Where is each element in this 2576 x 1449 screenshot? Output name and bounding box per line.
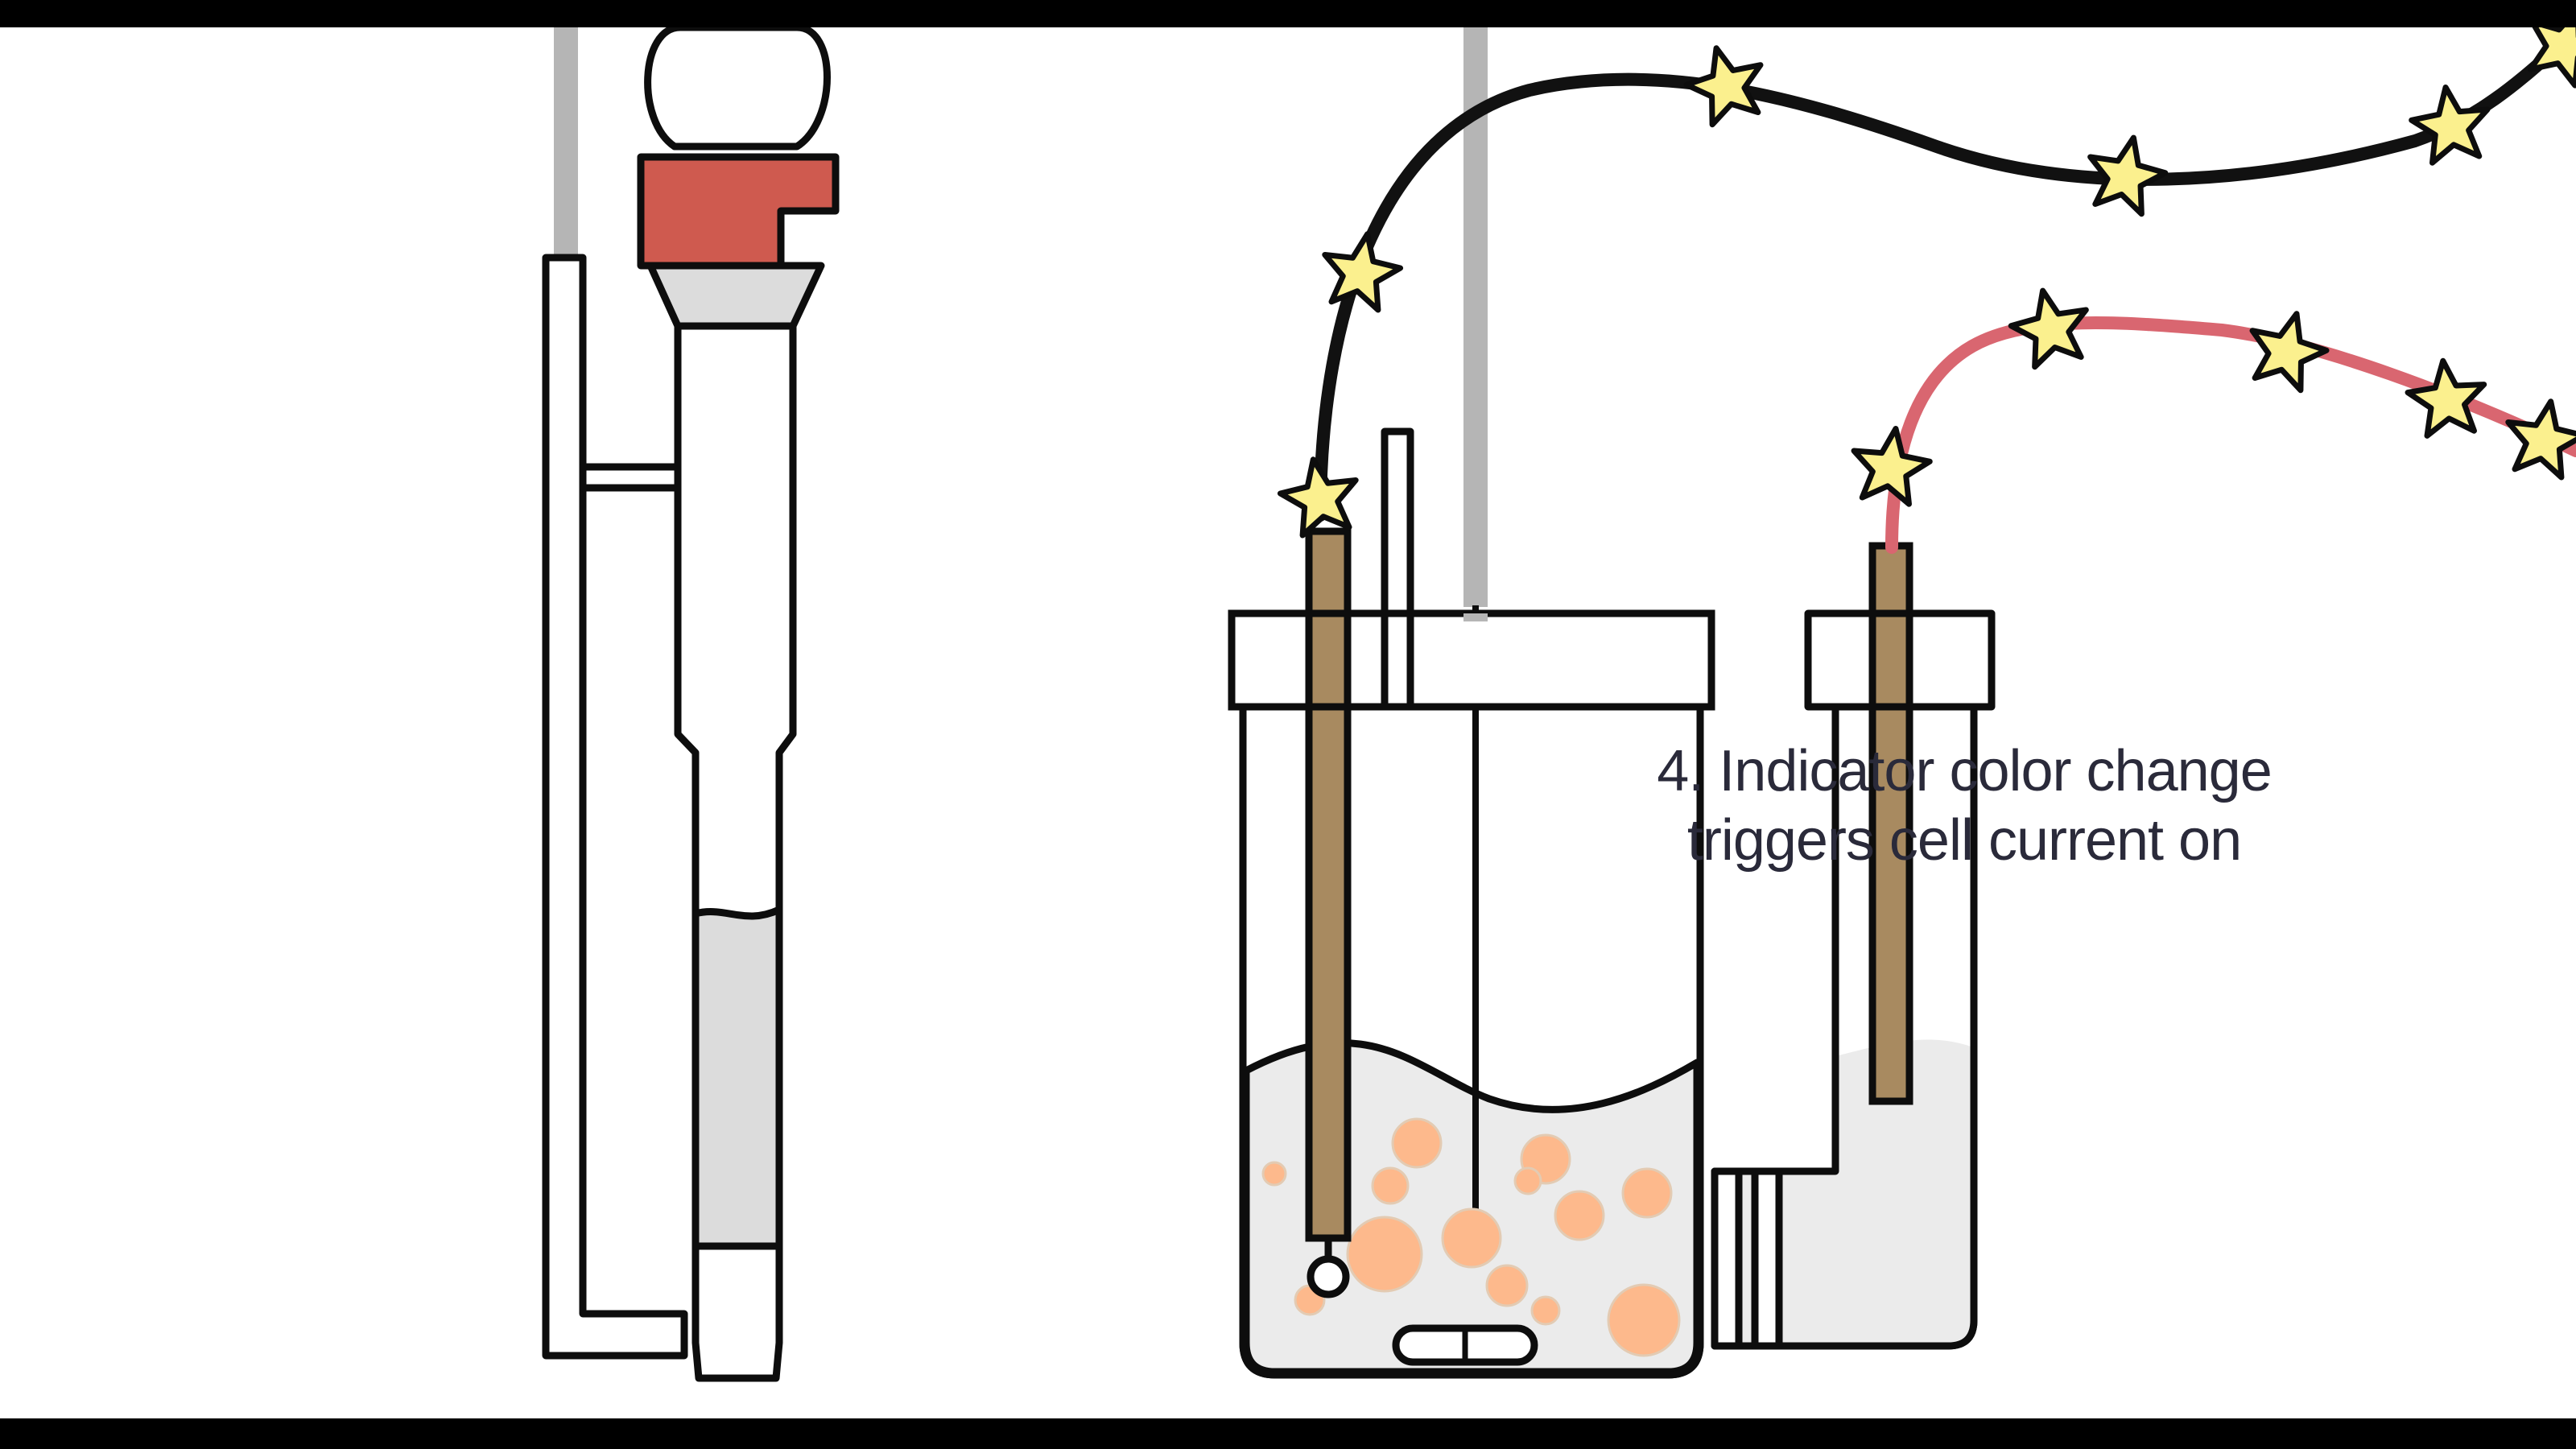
black-wire	[1314, 26, 2576, 522]
bubble	[1554, 1190, 1605, 1241]
bubble	[1530, 1295, 1561, 1326]
star-icon	[1322, 231, 1404, 313]
bubble	[1391, 1117, 1443, 1169]
burette-liquid	[691, 906, 783, 1250]
star-icon	[2249, 311, 2330, 394]
caption-line-2: triggers cell current on	[1686, 808, 2242, 873]
star-icon	[2087, 134, 2169, 217]
burette-side-tube	[542, 254, 688, 1360]
salt-bridge-frit-inner	[1751, 1167, 1783, 1350]
bubble	[1621, 1167, 1673, 1219]
step-caption: 4. Indicator color change triggers cell …	[1634, 737, 2294, 875]
electrode-tip	[1307, 1255, 1350, 1298]
top-letterbox	[0, 0, 2576, 27]
burette-bulb	[644, 23, 831, 151]
star-icon	[1851, 425, 1933, 507]
bubble	[1513, 1166, 1542, 1195]
burette-funnel	[646, 262, 825, 330]
red-wire	[1885, 316, 2576, 554]
thermometer	[1381, 427, 1414, 621]
bubble	[1346, 1216, 1423, 1293]
star-icon	[2505, 398, 2576, 481]
bubble	[1441, 1208, 1502, 1269]
current-stars	[1277, 6, 2576, 539]
star-icon	[2008, 287, 2089, 370]
bubble	[1607, 1283, 1681, 1357]
caption-line-1: 4. Indicator color change	[1657, 739, 2272, 803]
star-icon	[1277, 456, 1359, 539]
burette-connector	[579, 463, 683, 492]
star-icon	[1683, 45, 1764, 128]
burette-stopper	[637, 153, 840, 270]
bottom-letterbox	[0, 1418, 2576, 1449]
salt-bridge-frit	[1711, 1167, 1743, 1350]
star-icon	[2409, 84, 2491, 166]
beaker-outline	[1239, 700, 1704, 1379]
star-icon	[2405, 357, 2487, 439]
burette-assembly	[542, 23, 840, 1382]
beaker-cap	[1228, 609, 1715, 711]
bubble	[1371, 1166, 1410, 1205]
burette-support-rod	[554, 27, 578, 261]
bubble	[1261, 1161, 1287, 1187]
bubble	[1485, 1264, 1529, 1307]
